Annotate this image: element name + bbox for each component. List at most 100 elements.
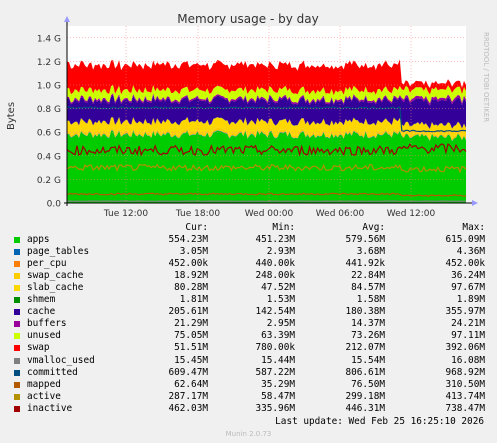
x-tick-label: Wed 12:00 [387,209,436,219]
area-page_tables [67,130,466,142]
legend-row-cache: cache 205.61M 142.54M 180.38M 355.97M [10,306,490,318]
legend-row-active: active 287.17M 58.47M 299.18M 413.74M [10,391,490,403]
legend-swatch [14,261,20,268]
y-tick-label: 0.4 G [37,152,61,162]
legend-max: 355.97M [445,306,485,318]
legend-cur: 287.17M [168,390,208,402]
legend-swatch [14,273,20,280]
legend-avg: 441.92k [345,258,385,270]
legend-cur: 18.92M [174,270,208,282]
legend-name: shmem [27,294,56,306]
memory-chart: 0.0 0.2 G 0.4 G 0.6 G 0.8 G 1.0 G 1.2 G 1.4 G Tu… [6,12,490,219]
legend-swatch [14,321,20,328]
legend-avg: 73.26M [351,330,385,342]
legend-avg: 180.38M [345,306,385,318]
legend-name: buffers [27,318,67,330]
y-tick-label: 1.4 G [37,34,61,44]
legend-row-mapped: mapped 62.64M 35.29M 76.50M 310.50M [10,379,490,391]
x-tick-label: Wed 06:00 [316,209,365,219]
legend-swatch [14,237,20,244]
last-update: Last update: Wed Feb 25 16:25:10 2026 [275,416,484,427]
legend-avg: 15.54M [351,354,385,366]
legend-avg: 1.58M [356,294,385,306]
x-tick-label: Tue 12:00 [103,209,148,219]
y-tick-label: 0.2 G [37,176,61,186]
legend-cur: 609.47M [168,366,208,378]
legend-row-swap: swap 51.51M 780.00k 212.07M 392.06M [10,342,490,354]
munin-version: Munin 2.0.73 [225,430,272,438]
legend-max: 452.00k [445,258,485,270]
col-avg: Avg: [362,222,385,233]
area-buffers [67,93,466,106]
y-tick-label: 0.6 G [37,129,61,139]
legend-min: 58.47M [261,390,295,402]
y-axis-arrow [64,16,70,22]
legend-name: active [27,390,61,402]
chart-title: Memory usage - by day [177,12,318,26]
x-tick-label: Tue 18:00 [175,209,220,219]
legend-avg: 806.61M [345,366,385,378]
legend-max: 738.47M [445,402,485,414]
y-tick-label: 1.2 G [37,58,61,68]
legend-name: committed [27,366,78,378]
legend-avg: 579.56M [345,234,385,246]
legend-row-buffers: buffers 21.29M 2.95M 14.37M 24.21M [10,318,490,330]
legend-max: 97.11M [451,330,485,342]
legend-cur: 51.51M [174,342,208,354]
legend-cur: 21.29M [174,318,208,330]
stacked-areas [67,59,466,203]
y-tick-label: 0.8 G [37,105,61,115]
y-tick-label: 0.0 [47,200,62,210]
legend-row-shmem: shmem 1.81M 1.53M 1.58M 1.89M [10,294,490,306]
rrdtool-credit: RRDTOOL / TOBI OETIKER [482,32,490,122]
line-committed [66,105,467,133]
legend-swatch [14,357,20,364]
x-tick-label: Wed 00:00 [245,209,294,219]
legend-swatch [14,333,20,340]
y-tick-label: 1.0 G [37,82,61,92]
legend-cur: 205.61M [168,306,208,318]
line-active [66,163,467,174]
legend-swatch [14,405,20,412]
legend-cur: 3.05M [179,246,208,258]
y-axis-label: Bytes [6,102,17,130]
area-slab_cache [67,117,466,139]
legend-avg: 3.68M [356,246,385,258]
legend-name: vmalloc_used [27,354,95,366]
legend-row-unused: unused 75.05M 63.39M 73.26M 97.11M [10,330,490,342]
legend-min: 1.53M [266,294,295,306]
legend-name: slab_cache [27,282,84,294]
legend-min: 780.00k [255,342,295,354]
legend-swatch [14,249,20,256]
grid-lines [67,26,466,203]
legend-min: 142.54M [255,306,295,318]
legend-name: swap [27,342,50,354]
legend-name: swap_cache [27,270,84,282]
legend-swatch [14,309,20,316]
legend-avg: 22.84M [351,270,385,282]
area-swap_cache [67,127,466,141]
legend-swatch [14,285,20,292]
axes [64,16,478,206]
legend-min: 47.52M [261,282,295,294]
legend-min: 2.95M [266,318,295,330]
legend-row-per_cpu: per_cpu 452.00k 440.00k 441.92k 452.00k [10,258,490,270]
legend-table: Cur: Min: Avg: Max: apps 554.23M 451.23M 57… [10,222,490,415]
legend-cur: 462.03M [168,402,208,414]
series-lines [66,105,467,202]
legend-min: 15.44M [261,354,295,366]
legend-max: 36.24M [451,270,485,282]
legend-name: cache [27,306,56,318]
legend-row-committed: committed 609.47M 587.22M 806.61M 968.92M [10,367,490,379]
col-cur: Cur: [185,222,208,233]
legend-min: 248.00k [255,270,295,282]
legend-avg: 14.37M [351,318,385,330]
legend-cur: 75.05M [174,330,208,342]
legend-avg: 299.18M [345,390,385,402]
legend-max: 310.50M [445,378,485,390]
legend-row-page_tables: page_tables 3.05M 2.93M 3.68M 4.36M [10,246,490,258]
legend-max: 4.36M [456,246,485,258]
legend-cur: 15.45M [174,354,208,366]
legend-name: apps [27,234,50,246]
legend-min: 2.93M [266,246,295,258]
